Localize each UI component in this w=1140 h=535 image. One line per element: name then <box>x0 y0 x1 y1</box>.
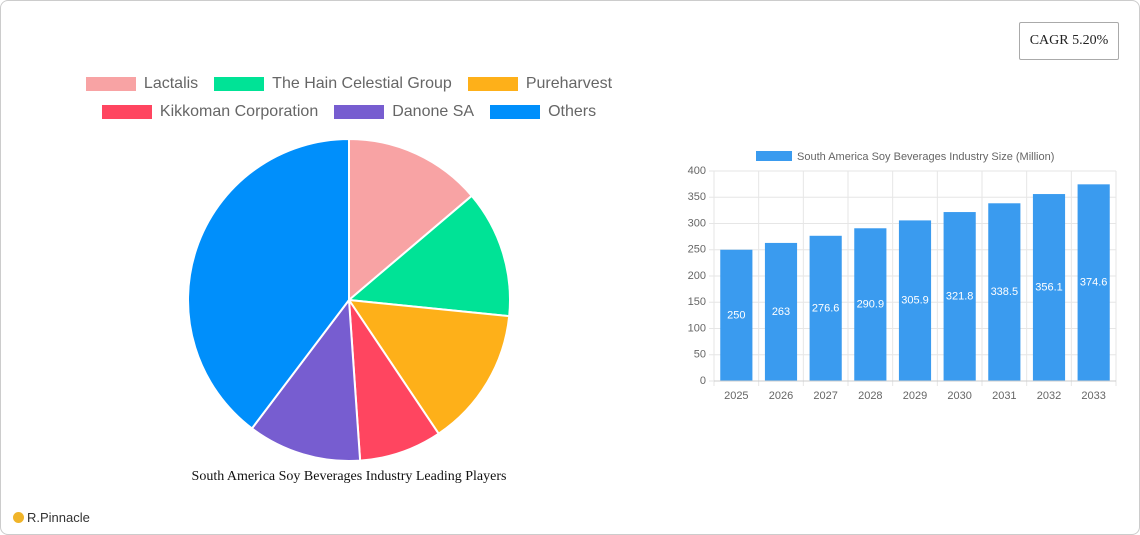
x-tick-label: 2033 <box>1081 390 1105 402</box>
bar <box>1077 184 1110 381</box>
legend-swatch <box>101 105 152 119</box>
x-tick-label: 2025 <box>724 390 748 402</box>
bar <box>720 249 753 381</box>
legend-swatch <box>756 151 792 161</box>
legend-swatch <box>490 105 541 119</box>
legend-item: Others <box>490 103 596 121</box>
pie-slice <box>346 298 511 436</box>
bar <box>764 242 798 381</box>
y-tick-label: 300 <box>688 217 706 229</box>
bar <box>809 235 842 381</box>
brand: R.Pinnacle <box>13 510 90 525</box>
legend-swatch <box>214 77 265 91</box>
data-label: 321.8 <box>946 290 974 302</box>
legend-label: Others <box>548 103 597 120</box>
cagr-badge: CAGR 5.20% <box>1019 22 1119 60</box>
bar <box>898 220 932 381</box>
bar <box>1032 194 1066 381</box>
y-tick-label: 400 <box>688 165 706 177</box>
x-tick-label: 2031 <box>992 390 1016 402</box>
y-tick-label: 150 <box>688 296 706 308</box>
y-tick-label: 200 <box>688 270 706 282</box>
legend-swatch <box>467 77 518 91</box>
data-label: 263 <box>772 306 790 318</box>
pie-slice <box>346 194 511 318</box>
legend-item: Kikkoman Corporation <box>101 103 319 121</box>
y-tick-label: 250 <box>688 244 706 256</box>
y-tick-label: 50 <box>694 349 706 361</box>
brand-icon <box>13 512 24 523</box>
legend-label: Kikkoman Corporation <box>159 103 319 120</box>
data-label: 290.9 <box>857 299 885 311</box>
data-label: 305.9 <box>901 295 929 307</box>
bar <box>988 203 1021 381</box>
legend-item: Danone SA <box>334 103 474 121</box>
pie-slice <box>250 297 362 462</box>
bar <box>854 228 887 381</box>
y-tick-label: 0 <box>700 375 706 387</box>
legend-swatch <box>334 105 385 119</box>
x-tick-label: 2030 <box>947 390 971 402</box>
data-label: 338.5 <box>991 286 1019 298</box>
x-tick-label: 2028 <box>858 390 882 402</box>
legend-item: Lactalis <box>85 75 199 93</box>
pie-slice <box>348 137 474 303</box>
x-tick-label: 2027 <box>813 390 837 402</box>
pie-slice <box>187 137 350 430</box>
pie-title: South America Soy Beverages Industry Lea… <box>192 469 507 484</box>
legend-label: The Hain Celestial Group <box>272 75 452 92</box>
x-tick-label: 2029 <box>903 390 927 402</box>
legend-label: Pureharvest <box>525 75 613 92</box>
y-tick-label: 100 <box>688 322 706 334</box>
x-tick-label: 2032 <box>1037 390 1061 402</box>
data-label: 356.1 <box>1035 281 1063 293</box>
legend-item: The Hain Celestial Group <box>214 75 452 93</box>
pie-legend: Lactalis The Hain Celestial Group Pureharv… <box>69 75 629 121</box>
x-tick-label: 2026 <box>769 390 793 402</box>
y-tick-label: 350 <box>688 191 706 203</box>
legend-label: South America Soy Beverages Industry Siz… <box>797 151 1054 163</box>
legend-label: Lactalis <box>143 75 199 92</box>
legend-item: Pureharvest <box>467 75 613 93</box>
legend-label: Danone SA <box>392 103 475 120</box>
legend-swatch <box>85 77 136 91</box>
data-label: 276.6 <box>812 302 840 314</box>
bar <box>943 212 976 381</box>
data-label: 374.6 <box>1080 277 1108 289</box>
brand-name: R.Pinnacle <box>27 510 90 525</box>
data-label: 250 <box>727 309 745 321</box>
